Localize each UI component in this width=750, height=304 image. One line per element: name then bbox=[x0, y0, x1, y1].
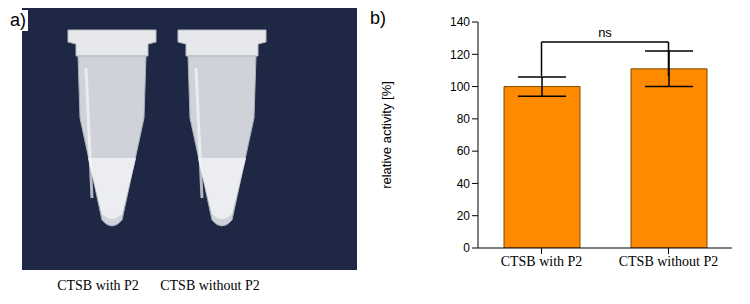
svg-text:CTSB without P2: CTSB without P2 bbox=[619, 254, 719, 269]
svg-text:40: 40 bbox=[457, 177, 471, 191]
html-text:CTSB with P2: CTSB with P2 bbox=[57, 278, 139, 293]
svg-text:60: 60 bbox=[457, 144, 471, 158]
svg-text:0: 0 bbox=[463, 241, 470, 255]
svg-text:ns: ns bbox=[598, 25, 612, 40]
svg-text:80: 80 bbox=[457, 112, 471, 126]
html-text:a): a) bbox=[10, 10, 26, 30]
svg-text:relative activity [%]: relative activity [%] bbox=[379, 81, 394, 189]
html-text:CTSB without P2: CTSB without P2 bbox=[160, 278, 260, 293]
svg-text:140: 140 bbox=[450, 15, 470, 29]
svg-text:120: 120 bbox=[450, 48, 470, 62]
svg-text:20: 20 bbox=[457, 209, 471, 223]
svg-text:CTSB with P2: CTSB with P2 bbox=[501, 254, 583, 269]
svg-text:100: 100 bbox=[450, 80, 470, 94]
html-text:b): b) bbox=[370, 8, 386, 28]
